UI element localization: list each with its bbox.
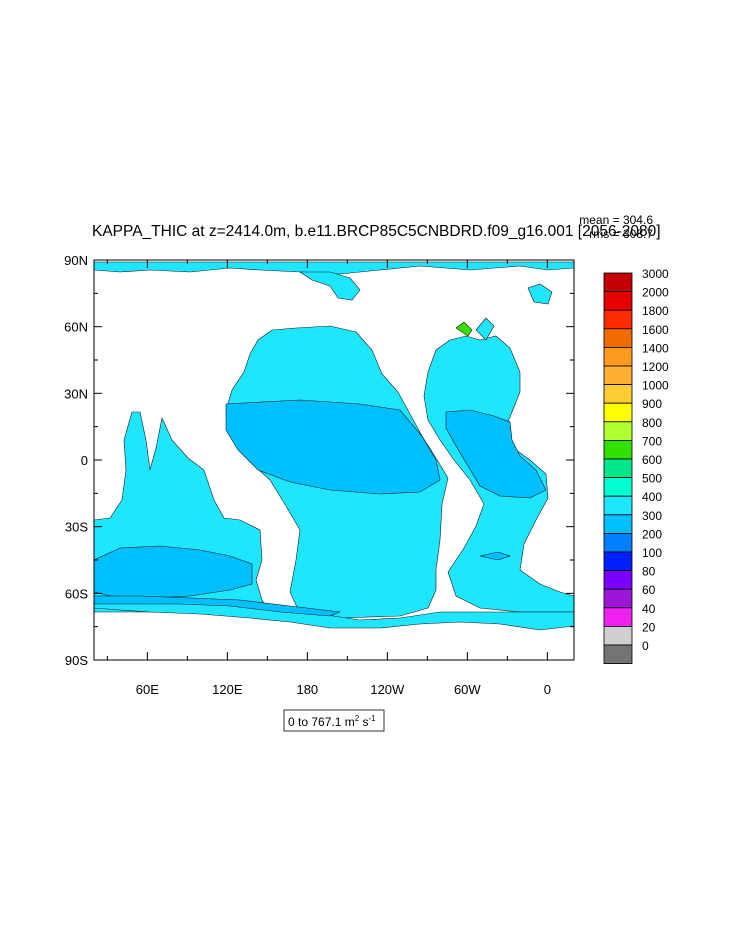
axis-ticks bbox=[94, 259, 574, 661]
lat-label: 60S bbox=[65, 586, 88, 601]
lon-label: 60W bbox=[454, 682, 481, 697]
arctic-ocean bbox=[94, 261, 574, 275]
lat-label: 30S bbox=[65, 520, 88, 535]
colorbar-label: 40 bbox=[642, 602, 656, 616]
colorbar-swatch bbox=[603, 644, 633, 665]
colorbar-label: 300 bbox=[642, 509, 662, 523]
colorbar-label: 800 bbox=[642, 416, 662, 430]
lat-label: 0 bbox=[81, 453, 88, 468]
colorbar-swatch bbox=[603, 328, 633, 348]
colorbar-swatch bbox=[603, 458, 633, 479]
colorbar-swatch bbox=[603, 421, 633, 441]
lon-label: 120E bbox=[212, 682, 243, 697]
colorbar-swatch bbox=[603, 533, 633, 553]
colorbar-swatch bbox=[603, 309, 633, 330]
colorbar-label: 100 bbox=[642, 546, 662, 560]
lat-label: 60N bbox=[64, 320, 88, 335]
colorbar-label: 60 bbox=[642, 583, 656, 597]
colorbar-label: 1800 bbox=[642, 304, 669, 318]
colorbar-swatch bbox=[603, 607, 633, 627]
range-label: 0 to 767.1 m2 s-1 bbox=[288, 714, 376, 729]
colorbar: 3000200018001600140012001000900800700600… bbox=[603, 267, 669, 665]
colorbar-swatch bbox=[603, 495, 633, 516]
colorbar-label: 400 bbox=[642, 490, 662, 504]
colorbar-label: 1400 bbox=[642, 341, 669, 355]
colorbar-swatch bbox=[603, 365, 633, 386]
latitude-labels: 90N 60N 30N 0 30S 60S 90S bbox=[64, 253, 88, 668]
range-label-text: 0 to 767.1 m bbox=[288, 715, 355, 729]
colorbar-swatch bbox=[603, 477, 633, 497]
colorbar-label: 900 bbox=[642, 397, 662, 411]
mean-stat: mean = 304.6 bbox=[579, 213, 653, 227]
lat-label: 30N bbox=[64, 386, 88, 401]
lon-label: 120W bbox=[370, 682, 405, 697]
lon-label: 60E bbox=[136, 682, 159, 697]
colorbar-swatch bbox=[603, 626, 633, 646]
lat-label: 90S bbox=[65, 653, 88, 668]
colorbar-swatch bbox=[603, 551, 633, 572]
range-label-exp1: 2 bbox=[355, 714, 360, 723]
lon-label: 180 bbox=[296, 682, 318, 697]
colorbar-label: 0 bbox=[642, 639, 649, 653]
lon-label: 0 bbox=[544, 682, 551, 697]
colorbar-label: 1600 bbox=[642, 323, 669, 337]
colorbar-label: 700 bbox=[642, 434, 662, 448]
colorbar-swatch bbox=[603, 588, 633, 609]
colorbar-label: 3000 bbox=[642, 267, 669, 281]
colorbar-swatch bbox=[603, 439, 633, 460]
colorbar-label: 500 bbox=[642, 472, 662, 486]
colorbar-swatch bbox=[603, 514, 633, 534]
colorbar-label: 600 bbox=[642, 453, 662, 467]
colorbar-swatch bbox=[603, 346, 633, 367]
colorbar-swatch bbox=[603, 384, 633, 404]
colorbar-label: 200 bbox=[642, 527, 662, 541]
rms-stat: rms = 308.7 bbox=[589, 227, 653, 241]
colorbar-label: 20 bbox=[642, 620, 656, 634]
longitude-labels: 60E 120E 180 120W 60W 0 bbox=[136, 682, 551, 697]
lat-label: 90N bbox=[64, 253, 88, 268]
colorbar-label: 80 bbox=[642, 565, 656, 579]
map-title: KAPPA_THIC at z=2414.0m, b.e11.BRCP85C5C… bbox=[92, 223, 661, 240]
colorbar-swatch bbox=[603, 291, 633, 311]
colorbar-swatch bbox=[603, 570, 633, 590]
range-label-exp2: -1 bbox=[369, 714, 377, 723]
colorbar-label: 1200 bbox=[642, 360, 669, 374]
colorbar-label: 1000 bbox=[642, 379, 669, 393]
map-plot bbox=[94, 260, 574, 660]
range-label-unit: s bbox=[359, 715, 368, 729]
colorbar-swatch bbox=[603, 402, 633, 423]
range-label-box bbox=[283, 709, 385, 732]
colorbar-swatch bbox=[603, 272, 633, 293]
colorbar-label: 2000 bbox=[642, 286, 669, 300]
